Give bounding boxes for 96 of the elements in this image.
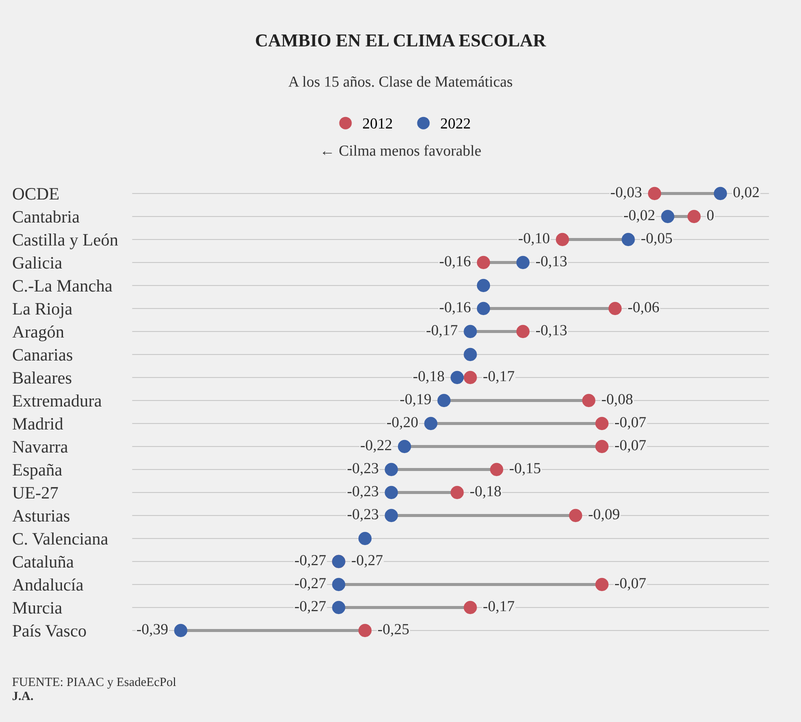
legend-label: 2022 xyxy=(440,118,470,129)
y-tick-label: Navarra xyxy=(12,441,68,453)
y-tick-label: OCDE xyxy=(12,188,59,200)
data-label: -0,22 xyxy=(360,440,392,453)
data-label: 0,02 xyxy=(733,187,759,200)
point xyxy=(556,232,570,246)
point xyxy=(476,302,490,316)
y-tick-label: Asturias xyxy=(12,510,70,522)
y-tick-label: Cataluña xyxy=(12,555,74,568)
point xyxy=(384,462,398,476)
data-label: -0,27 xyxy=(294,578,326,591)
point xyxy=(450,370,464,384)
data-label: -0,27 xyxy=(294,555,326,568)
y-tick-label: Aragón xyxy=(12,325,64,342)
point xyxy=(464,600,477,614)
point xyxy=(714,186,727,200)
data-label: -0,17 xyxy=(483,601,514,614)
y-tick-label: C.-La Mancha xyxy=(12,279,112,292)
data-label: -0,25 xyxy=(378,624,409,637)
y-tick-label: C. Valenciana xyxy=(12,532,108,545)
point xyxy=(424,416,438,430)
point xyxy=(490,462,504,476)
point xyxy=(648,186,662,200)
point xyxy=(595,440,609,454)
point xyxy=(516,324,530,338)
point xyxy=(358,624,372,638)
data-label: -0,18 xyxy=(470,486,501,499)
chart-title: CAMBIO EN EL CLIMA ESCOLAR xyxy=(256,34,546,47)
point xyxy=(516,256,530,270)
point xyxy=(687,210,701,224)
point xyxy=(661,210,674,224)
point xyxy=(358,532,372,546)
data-label: -0,23 xyxy=(348,463,378,476)
y-tick-label: Andalucía xyxy=(12,578,84,591)
data-label: -0,17 xyxy=(483,371,514,384)
data-label: -0,05 xyxy=(641,233,672,246)
point xyxy=(437,394,451,408)
point xyxy=(450,486,464,500)
data-label: -0,23 xyxy=(348,509,378,522)
legend-label: 2012 xyxy=(362,118,392,129)
y-tick-label: UE-27 xyxy=(12,487,58,499)
data-label: -0,10 xyxy=(518,233,550,246)
data-label: -0,02 xyxy=(624,210,654,223)
data-label: -0,19 xyxy=(400,394,431,407)
data-label: -0,15 xyxy=(510,463,540,476)
point xyxy=(622,232,635,246)
data-label: -0,13 xyxy=(536,256,567,269)
text: ← Cilma menos favorable xyxy=(322,144,481,156)
point xyxy=(464,370,477,384)
chart-subtitle: A los 15 años. Clase de Matemáticas xyxy=(288,76,512,87)
data-label: -0,07 xyxy=(615,417,646,430)
data-label: -0,39 xyxy=(136,624,168,637)
data-label: -0,23 xyxy=(348,486,378,499)
y-tick-label: Cantabria xyxy=(12,210,80,223)
data-label: -0,07 xyxy=(615,578,646,591)
data-label: -0,16 xyxy=(440,302,471,315)
text: J.A. xyxy=(12,692,33,700)
y-tick-label: Madrid xyxy=(12,417,64,430)
point xyxy=(464,348,477,362)
point xyxy=(569,508,582,522)
point xyxy=(476,256,490,270)
data-label: -0,03 xyxy=(610,187,642,200)
point xyxy=(332,600,346,614)
y-tick-label: Castilla y León xyxy=(12,233,118,250)
y-tick-label: Galicia xyxy=(12,256,62,269)
source-note: FUENTE: PIAAC y EsadeEcPol xyxy=(12,677,176,689)
point xyxy=(608,302,622,316)
data-label: -0,16 xyxy=(440,256,471,269)
data-label: -0,17 xyxy=(426,325,458,338)
y-tick-label: Baleares xyxy=(12,371,72,384)
point xyxy=(384,508,398,522)
y-tick-label: España xyxy=(12,464,62,480)
y-tick-label: Canarias xyxy=(12,349,72,361)
point xyxy=(476,278,490,292)
point xyxy=(464,324,477,338)
point xyxy=(582,394,596,408)
data-label: -0,08 xyxy=(602,394,633,407)
data-label: 0 xyxy=(707,210,714,220)
data-label: -0,20 xyxy=(387,417,418,430)
data-label: -0,07 xyxy=(615,440,646,453)
data-label: -0,09 xyxy=(588,509,620,522)
data-label: -0,13 xyxy=(536,325,567,338)
point xyxy=(174,624,188,638)
point xyxy=(384,486,398,500)
y-tick-label: Murcia xyxy=(12,602,62,614)
y-tick-label: País Vasco xyxy=(12,624,86,637)
point xyxy=(595,416,609,430)
y-tick-label: La Rioja xyxy=(12,303,72,318)
data-label: -0,18 xyxy=(413,371,444,384)
data-label: -0,06 xyxy=(628,302,659,315)
point xyxy=(332,578,346,592)
data-label: -0,27 xyxy=(294,601,326,614)
y-tick-label: Extremadura xyxy=(12,394,102,407)
data-label: -0,27 xyxy=(352,555,383,568)
point xyxy=(595,578,609,592)
point xyxy=(398,440,412,454)
